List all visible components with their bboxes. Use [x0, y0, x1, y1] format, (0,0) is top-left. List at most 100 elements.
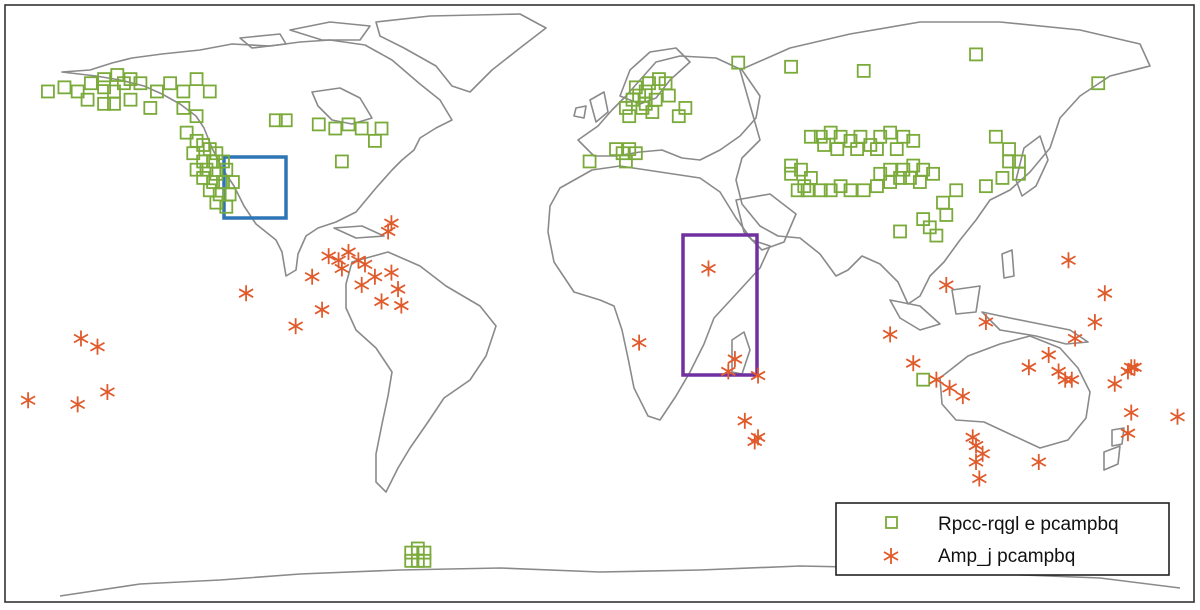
asterisk-marker-26 [727, 351, 743, 368]
square-marker-131 [979, 179, 993, 194]
square-marker-81 [619, 154, 633, 169]
asterisk-marker-42 [971, 470, 987, 487]
asterisk-marker-14 [304, 268, 320, 285]
asterisk-marker-16 [288, 318, 304, 335]
africa-coast [547, 165, 771, 421]
british-isles [573, 91, 609, 123]
square-marker-76 [582, 154, 597, 169]
square-marker-53 [334, 154, 349, 169]
square-marker-127 [1002, 154, 1016, 169]
asterisk-marker-49 [1087, 314, 1103, 331]
asterisk-marker-59 [1067, 330, 1083, 347]
square-marker-132 [949, 183, 964, 198]
asterisk-marker-55 [1120, 425, 1136, 442]
square-marker-122 [926, 166, 940, 181]
square-marker-20 [202, 84, 217, 99]
square-marker-123 [903, 171, 917, 185]
square-marker-69 [635, 101, 650, 115]
square-marker-48 [328, 121, 343, 136]
asterisk-marker-17 [314, 301, 330, 318]
square-marker-18 [176, 84, 191, 99]
new-zealand [1103, 427, 1125, 471]
square-marker-52 [374, 121, 389, 136]
legend-label-asterisks: Amp_j pcampbq [938, 546, 1075, 567]
square-marker-140 [916, 372, 931, 387]
square-marker-15 [143, 101, 158, 115]
square-marker-17 [163, 76, 178, 91]
south-america-coast [345, 251, 497, 493]
asterisk-marker-34 [905, 355, 921, 372]
asterisk-marker-36 [942, 379, 958, 396]
square-marker-113 [856, 183, 871, 198]
square-marker-108 [800, 183, 815, 198]
square-marker-130 [995, 171, 1010, 185]
square-marker-75 [678, 101, 693, 115]
asterisk-marker-15 [238, 285, 254, 302]
square-marker-136 [916, 212, 931, 226]
square-marker-9 [123, 72, 138, 87]
square-marker-7 [97, 72, 111, 87]
square-marker-67 [661, 88, 676, 103]
legend-asterisk-marker [883, 548, 899, 564]
square-marker-58 [404, 553, 419, 568]
asterisk-marker-11 [334, 260, 350, 277]
square-marker-103 [794, 162, 808, 177]
legend: Rpcc-rqgl e pcampbq Amp_j pcampbq [835, 502, 1170, 576]
asterisk-marker-1 [383, 215, 399, 232]
square-marker-13 [107, 96, 121, 111]
asterisk-marker-37 [955, 388, 971, 405]
square-marker-45 [268, 113, 283, 128]
square-marker-125 [988, 129, 1003, 144]
square-marker-70 [622, 109, 637, 124]
asterisk-marker-45 [1041, 346, 1057, 363]
square-marker-12 [97, 96, 111, 111]
asterisk-marker-22 [99, 384, 115, 401]
asterisk-marker-31 [938, 276, 954, 293]
greenland-coast [375, 13, 547, 93]
asterisk-marker-48 [1064, 371, 1080, 388]
square-marker-8 [110, 68, 125, 82]
square-marker-99 [850, 142, 865, 157]
square-marker-43 [209, 195, 224, 210]
square-marker-98 [830, 142, 845, 157]
asterisk-marker-28 [737, 412, 753, 429]
square-marker-50 [354, 121, 369, 136]
square-marker-109 [813, 183, 828, 198]
square-marker-59 [417, 553, 432, 568]
asterisk-marker-12 [354, 276, 370, 293]
asterisk-marker-25 [720, 363, 736, 380]
square-marker-129 [1012, 166, 1026, 181]
square-marker-19 [189, 72, 204, 87]
asterisk-marker-20 [20, 392, 36, 409]
asterisk-marker-21 [70, 396, 86, 413]
square-marker-23 [179, 125, 194, 140]
asterisk-marker-2 [321, 248, 337, 265]
square-marker-83 [784, 59, 798, 74]
asterisk-marker-35 [928, 371, 944, 388]
square-marker-101 [889, 142, 904, 157]
square-marker-117 [873, 166, 888, 181]
asterisk-marker-54 [1123, 404, 1139, 421]
square-marker-2 [70, 84, 85, 99]
region-box-east-africa [681, 233, 759, 377]
square-marker-137 [929, 228, 944, 243]
asterisk-marker-23 [631, 334, 647, 351]
asterisk-marker-52 [1123, 359, 1139, 376]
square-marker-96 [906, 133, 921, 148]
square-marker-86 [803, 129, 818, 144]
arabian-peninsula [735, 193, 797, 251]
square-marker-73 [638, 96, 653, 111]
square-marker-135 [939, 208, 954, 222]
square-marker-87 [813, 129, 828, 144]
square-marker-82 [731, 55, 746, 70]
square-marker-72 [628, 80, 643, 95]
square-marker-1 [57, 80, 72, 95]
asterisk-marker-44 [1021, 359, 1037, 376]
square-marker-21 [176, 101, 191, 115]
asterisk-marker-30 [750, 429, 766, 446]
asterisk-marker-8 [383, 264, 399, 281]
square-marker-28 [186, 146, 201, 161]
square-marker-139 [1091, 76, 1106, 91]
square-marker-64 [642, 76, 656, 91]
asterisk-marker-7 [367, 268, 383, 285]
